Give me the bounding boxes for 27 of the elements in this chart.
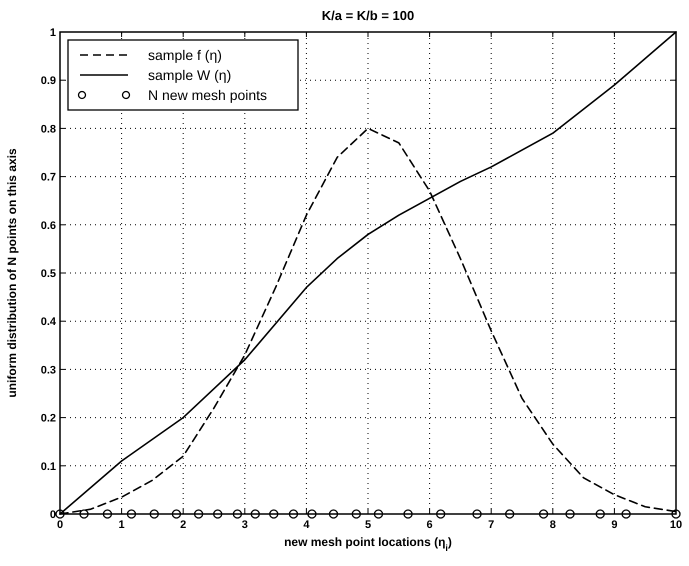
- x-tick-label: 10: [670, 519, 682, 531]
- y-tick-label: 0.2: [40, 412, 56, 425]
- x-axis-title: new mesh point locations (η$_{i}$): [284, 535, 452, 553]
- x-tick-label: 6: [426, 519, 433, 531]
- x-tick-label: 4: [303, 519, 310, 531]
- y-axis-title: uniform distribution of N points on this axis: [5, 148, 19, 398]
- y-tick-label: 0.5: [40, 268, 56, 280]
- x-tick-label: 8: [550, 519, 556, 531]
- y-tick-label: 0.9: [40, 75, 56, 88]
- y-tick-label: 0.3: [40, 364, 56, 376]
- x-tick-label: 1: [118, 519, 125, 531]
- chart-title: K/a = K/b = 100: [322, 8, 414, 23]
- legend-label: sample W (η): [148, 67, 232, 83]
- x-tick-label: 7: [488, 519, 494, 531]
- y-tick-label: 1: [50, 27, 56, 39]
- y-tick-label: 0.8: [40, 123, 56, 136]
- y-tick-label: 0.7: [40, 172, 56, 184]
- y-tick-label: 0.6: [40, 220, 56, 232]
- y-tick-label: 0: [50, 509, 56, 521]
- y-tick-label: 0.4: [40, 316, 57, 328]
- y-tick-label: 0.1: [40, 460, 56, 473]
- x-tick-label: 9: [611, 519, 618, 531]
- x-tick-label: 2: [180, 519, 186, 531]
- legend-label: N new mesh points: [148, 87, 268, 103]
- x-tick-label: 3: [242, 519, 248, 531]
- x-tick-label: 5: [364, 519, 372, 531]
- legend-label: sample f (η): [148, 47, 222, 63]
